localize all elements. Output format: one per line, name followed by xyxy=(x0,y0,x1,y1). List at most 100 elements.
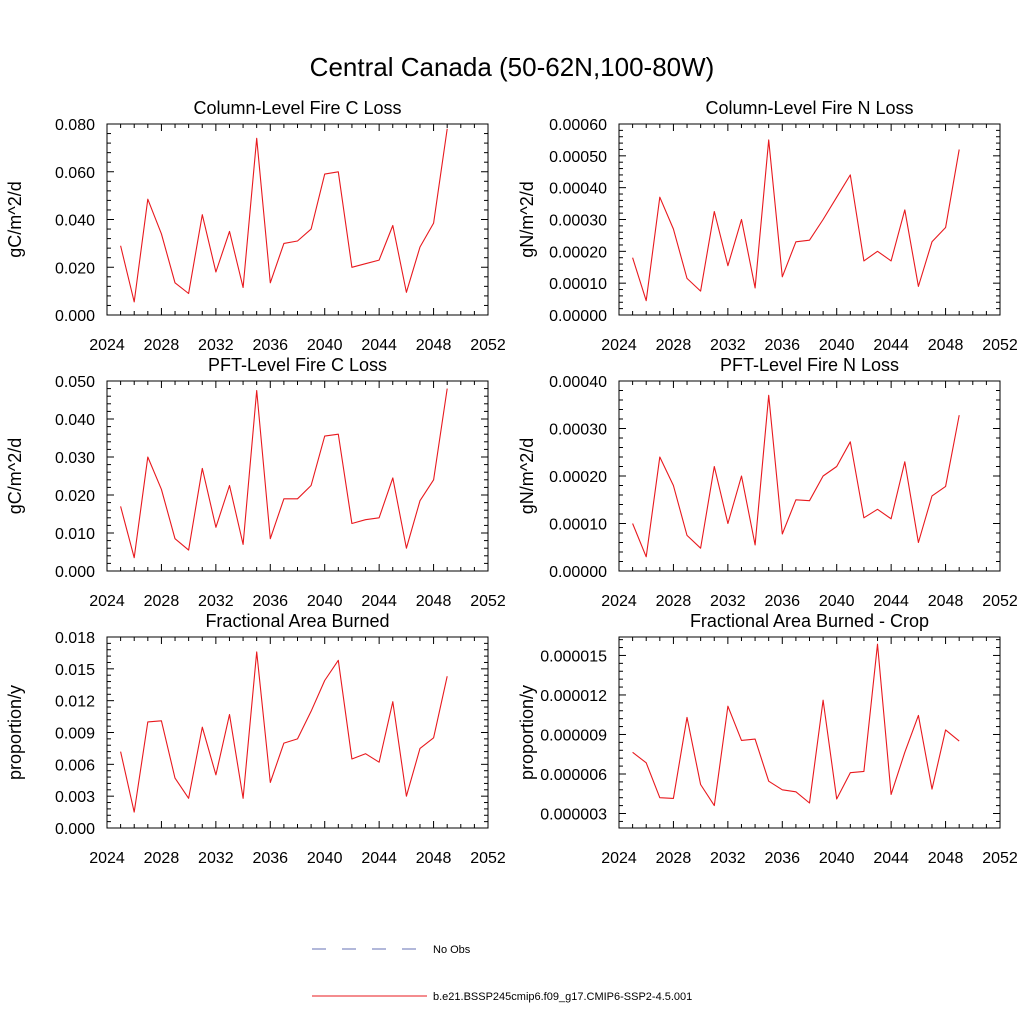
x-tick-label: 2044 xyxy=(361,850,397,867)
x-tick-label: 2032 xyxy=(198,593,234,610)
y-tick-label: 0.00010 xyxy=(549,517,607,534)
plot-frame xyxy=(106,123,489,316)
y-tick-label: 0.000015 xyxy=(540,648,607,665)
y-tick-label: 0.00030 xyxy=(549,213,607,230)
x-tick-label: 2048 xyxy=(928,337,964,354)
chart-panel-2: Column-Level Fire N Loss gN/m^2/d 2024 2028… xyxy=(517,98,1018,354)
x-tick-label: 2032 xyxy=(198,850,234,867)
y-tick-label: 0.000006 xyxy=(540,767,607,784)
y-tick-label: 0.000012 xyxy=(540,688,607,705)
y-tick-label: 0.00050 xyxy=(549,149,607,166)
y-tick-label: 0.012 xyxy=(55,694,95,711)
y-tick-label: 0.00010 xyxy=(549,276,607,293)
y-tick-label: 0.00040 xyxy=(549,374,607,391)
y-tick-label: 0.006 xyxy=(55,757,95,774)
panel-title: Column-Level Fire C Loss xyxy=(193,98,401,118)
x-tick-label: 2048 xyxy=(928,593,964,610)
series-line xyxy=(632,394,960,558)
y-axis-label: gC/m^2/d xyxy=(5,438,25,514)
x-tick-label: 2048 xyxy=(928,850,964,867)
x-tick-label: 2036 xyxy=(252,593,288,610)
y-tick-label: 0.000 xyxy=(55,308,95,325)
legend: No Obs b.e21.BSSP245cmip6.f09_g17.CMIP6-… xyxy=(312,944,692,1003)
x-tick-label: 2052 xyxy=(982,337,1018,354)
y-tick-label: 0.015 xyxy=(55,662,95,679)
y-axis-label: proportion/y xyxy=(5,685,25,780)
y-tick-label: 0.060 xyxy=(55,165,95,182)
series-line xyxy=(120,128,448,303)
x-tick-label: 2040 xyxy=(819,850,855,867)
series-line xyxy=(120,651,448,813)
x-tick-label: 2052 xyxy=(982,850,1018,867)
y-axis-label: gN/m^2/d xyxy=(517,438,537,514)
chart-panel-4: PFT-Level Fire N Loss gN/m^2/d 2024 2028 203… xyxy=(517,355,1018,610)
x-tick-label: 2044 xyxy=(361,593,397,610)
x-tick-label: 2044 xyxy=(873,593,909,610)
x-tick-label: 2052 xyxy=(470,337,506,354)
plot-frame xyxy=(106,380,489,572)
y-tick-label: 0.00020 xyxy=(549,244,607,261)
x-tick-label: 2052 xyxy=(470,593,506,610)
y-tick-label: 0.020 xyxy=(55,260,95,277)
y-tick-label: 0.000009 xyxy=(540,727,607,744)
chart-panels: Column-Level Fire C Loss gC/m^2/d 2024 2028… xyxy=(5,98,1018,867)
x-tick-label: 2036 xyxy=(252,850,288,867)
y-tick-label: 0.080 xyxy=(55,117,95,134)
chart-panel-5: Fractional Area Burned proportion/y 2024 20… xyxy=(5,611,506,867)
legend-obs-label: No Obs xyxy=(433,944,471,956)
x-tick-label: 2040 xyxy=(307,850,343,867)
x-tick-label: 2052 xyxy=(982,593,1018,610)
y-tick-label: 0.010 xyxy=(55,526,95,543)
y-tick-label: 0.003 xyxy=(55,789,95,806)
plot-frame xyxy=(618,123,1001,316)
x-tick-label: 2032 xyxy=(710,593,746,610)
y-tick-label: 0.018 xyxy=(55,630,95,647)
y-tick-label: 0.00000 xyxy=(549,564,607,581)
x-tick-label: 2036 xyxy=(764,850,800,867)
chart-panel-6: Fractional Area Burned - Crop proportion/… xyxy=(517,611,1018,867)
y-tick-label: 0.00030 xyxy=(549,422,607,439)
plot-frame xyxy=(618,380,1001,572)
chart-panel-3: PFT-Level Fire C Loss gC/m^2/d 2024 2028 203… xyxy=(5,355,506,610)
x-tick-label: 2040 xyxy=(307,337,343,354)
x-tick-label: 2052 xyxy=(470,850,506,867)
x-tick-label: 2028 xyxy=(656,850,692,867)
figure-title: Central Canada (50-62N,100-80W) xyxy=(310,52,715,82)
x-tick-label: 2040 xyxy=(307,593,343,610)
x-tick-label: 2044 xyxy=(361,337,397,354)
panel-title: Fractional Area Burned xyxy=(205,611,389,631)
x-tick-label: 2028 xyxy=(144,593,180,610)
x-tick-label: 2044 xyxy=(873,337,909,354)
chart-panel-1: Column-Level Fire C Loss gC/m^2/d 2024 2028… xyxy=(5,98,506,354)
legend-model-label: b.e21.BSSP245cmip6.f09_g17.CMIP6-SSP2-4.… xyxy=(433,991,692,1003)
y-axis-label: gN/m^2/d xyxy=(517,181,537,257)
y-tick-label: 0.040 xyxy=(55,412,95,429)
x-tick-label: 2028 xyxy=(656,593,692,610)
x-tick-label: 2032 xyxy=(198,337,234,354)
x-tick-label: 2024 xyxy=(89,337,125,354)
x-tick-label: 2024 xyxy=(89,850,125,867)
y-tick-label: 0.000 xyxy=(55,564,95,581)
x-tick-label: 2044 xyxy=(873,850,909,867)
y-axis-label: proportion/y xyxy=(517,685,537,780)
x-tick-label: 2040 xyxy=(819,593,855,610)
x-tick-label: 2024 xyxy=(89,593,125,610)
panel-title: PFT-Level Fire C Loss xyxy=(208,355,387,375)
x-tick-label: 2028 xyxy=(144,337,180,354)
x-tick-label: 2036 xyxy=(764,337,800,354)
y-tick-label: 0.020 xyxy=(55,488,95,505)
x-tick-label: 2028 xyxy=(656,337,692,354)
x-tick-label: 2048 xyxy=(416,337,452,354)
series-line xyxy=(632,139,960,302)
y-tick-label: 0.000 xyxy=(55,821,95,838)
x-tick-label: 2036 xyxy=(764,593,800,610)
x-tick-label: 2032 xyxy=(710,337,746,354)
y-tick-label: 0.040 xyxy=(55,213,95,230)
panel-title: PFT-Level Fire N Loss xyxy=(720,355,899,375)
y-tick-label: 0.030 xyxy=(55,450,95,467)
y-tick-label: 0.00000 xyxy=(549,308,607,325)
y-tick-label: 0.050 xyxy=(55,374,95,391)
x-tick-label: 2024 xyxy=(601,593,637,610)
y-tick-label: 0.00020 xyxy=(549,469,607,486)
